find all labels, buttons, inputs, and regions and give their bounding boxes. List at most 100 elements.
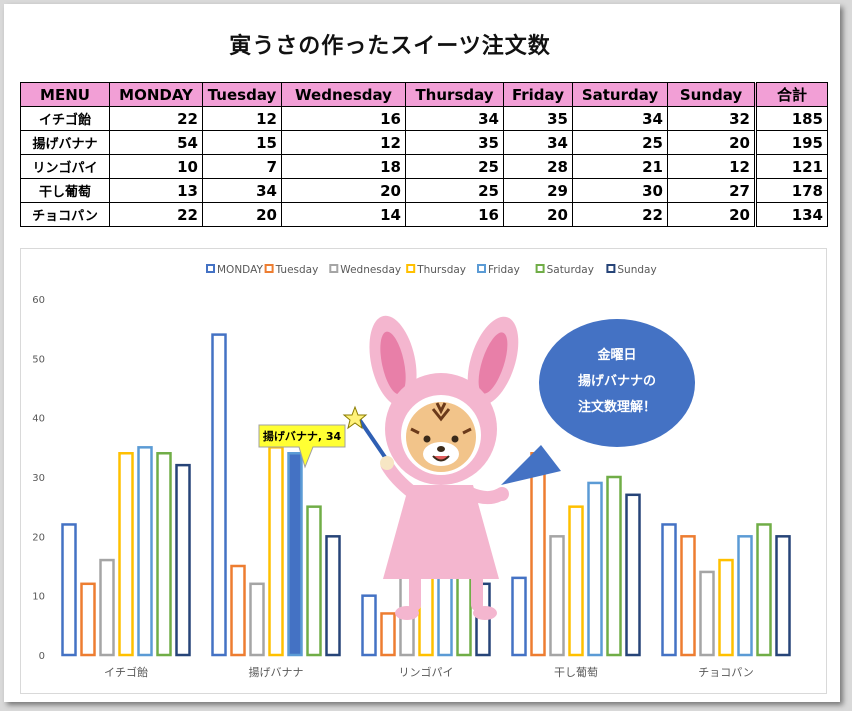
x-tick-label: 干し葡萄 [554, 666, 598, 679]
value-cell[interactable]: 30 [572, 178, 668, 203]
value-cell[interactable]: 34 [405, 106, 504, 131]
table-row: 干し葡萄 13 34 20 25 29 30 27 178 [20, 178, 828, 203]
total-cell[interactable]: 185 [754, 106, 828, 131]
page-title: 寅うさの作ったスイーツ注文数 [229, 34, 551, 59]
value-cell[interactable]: 22 [572, 202, 668, 227]
column-header[interactable]: Friday [503, 82, 573, 107]
value-cell[interactable]: 18 [281, 154, 406, 179]
value-cell[interactable]: 54 [109, 130, 203, 155]
value-cell[interactable]: 35 [503, 106, 573, 131]
value-cell[interactable]: 12 [281, 130, 406, 155]
value-cell[interactable]: 7 [202, 154, 282, 179]
left-eye-icon [423, 435, 431, 443]
bar-friday [587, 481, 603, 657]
bar-thursday [268, 446, 284, 657]
table-header-row: MENU MONDAY Tuesday Wednesday Thursday Friday… [20, 82, 828, 107]
left-leg-icon [409, 571, 421, 611]
value-cell[interactable]: 28 [503, 154, 573, 179]
value-cell[interactable]: 16 [281, 106, 406, 131]
column-header[interactable]: Saturday [572, 82, 668, 107]
column-header[interactable]: Sunday [667, 82, 756, 107]
value-cell[interactable]: 12 [202, 106, 282, 131]
value-cell[interactable]: 16 [405, 202, 504, 227]
total-cell[interactable]: 121 [754, 154, 828, 179]
column-header[interactable]: MONDAY [109, 82, 203, 107]
value-cell[interactable]: 20 [281, 178, 406, 203]
value-cell[interactable]: 20 [667, 130, 756, 155]
value-cell[interactable]: 20 [503, 202, 573, 227]
column-header[interactable]: MENU [20, 82, 110, 107]
value-cell[interactable]: 34 [572, 106, 668, 131]
table-row: リンゴパイ 10 7 18 25 28 21 12 121 [20, 154, 828, 179]
value-cell[interactable]: 13 [109, 178, 203, 203]
value-cell[interactable]: 27 [667, 178, 756, 203]
bar-monday [361, 594, 377, 657]
bar-friday [137, 446, 153, 657]
column-header[interactable]: 合計 [754, 82, 828, 107]
bar-tuesday [380, 612, 396, 657]
value-cell[interactable]: 29 [503, 178, 573, 203]
legend-entry: MONDAY [217, 264, 263, 276]
y-tick-label: 20 [32, 532, 45, 543]
menu-cell[interactable]: イチゴ飴 [20, 106, 110, 131]
value-cell[interactable]: 25 [405, 154, 504, 179]
legend-entry: Thursday [416, 264, 466, 276]
speech-bubble-line: 注文数理解！ [578, 399, 656, 415]
value-cell[interactable]: 32 [667, 106, 756, 131]
bar-thursday [118, 452, 134, 657]
bar-monday [61, 523, 77, 657]
x-tick-label: 揚げバナナ [249, 666, 304, 679]
value-cell[interactable]: 22 [109, 106, 203, 131]
value-cell[interactable]: 34 [503, 130, 573, 155]
dress-icon [383, 485, 499, 579]
column-header[interactable]: Wednesday [281, 82, 406, 107]
speech-bubble-line: 金曜日 [596, 347, 636, 363]
speech-bubble-line: 揚げバナナの [578, 373, 656, 389]
total-cell[interactable]: 195 [754, 130, 828, 155]
legend-entry: Sunday [617, 264, 656, 276]
bar-friday [287, 452, 303, 657]
legend-swatch [329, 264, 339, 273]
bar-monday [211, 333, 227, 657]
table-row: 揚げバナナ 54 15 12 35 34 25 20 195 [20, 130, 828, 155]
bar-tuesday [530, 452, 546, 657]
value-cell[interactable]: 35 [405, 130, 504, 155]
right-eye-icon [451, 435, 459, 443]
value-cell[interactable]: 15 [202, 130, 282, 155]
value-cell[interactable]: 34 [202, 178, 282, 203]
column-header[interactable]: Thursday [405, 82, 504, 107]
column-header[interactable]: Tuesday [202, 82, 282, 107]
right-foot-icon [473, 606, 497, 620]
legend-entry: Wednesday [340, 264, 401, 276]
legend-swatch [606, 264, 616, 273]
data-callout-box [258, 424, 346, 469]
value-cell[interactable]: 10 [109, 154, 203, 179]
value-cell[interactable]: 12 [667, 154, 756, 179]
legend-swatch [264, 264, 274, 273]
menu-cell[interactable]: チョコパン [20, 202, 110, 227]
bar-wednesday [699, 570, 715, 657]
total-cell[interactable]: 178 [754, 178, 828, 203]
menu-cell[interactable]: リンゴパイ [20, 154, 110, 179]
bar-monday [511, 576, 527, 657]
total-cell[interactable]: 134 [754, 202, 828, 227]
value-cell[interactable]: 25 [405, 178, 504, 203]
menu-cell[interactable]: 干し葡萄 [20, 178, 110, 203]
value-cell[interactable]: 14 [281, 202, 406, 227]
value-cell[interactable]: 25 [572, 130, 668, 155]
bar-thursday [718, 558, 734, 657]
wand-icon [357, 417, 391, 465]
cheek-stripe-icon [410, 427, 472, 435]
value-cell[interactable]: 20 [202, 202, 282, 227]
bar-saturday [306, 505, 322, 657]
right-leg-icon [471, 571, 483, 611]
value-cell[interactable]: 22 [109, 202, 203, 227]
tiger-stripe-icon [431, 402, 451, 422]
value-cell[interactable]: 20 [667, 202, 756, 227]
bar-friday [737, 535, 753, 657]
table-row: イチゴ飴 22 12 16 34 35 34 32 185 [20, 106, 828, 131]
chart-area[interactable]: 0 10 20 30 40 50 60 イチゴ飴 揚げバナナ リンゴパイ 干し葡萄 チョコパン MOND… [20, 248, 827, 694]
menu-cell[interactable]: 揚げバナナ [20, 130, 110, 155]
left-hand-icon [380, 456, 394, 470]
value-cell[interactable]: 21 [572, 154, 668, 179]
